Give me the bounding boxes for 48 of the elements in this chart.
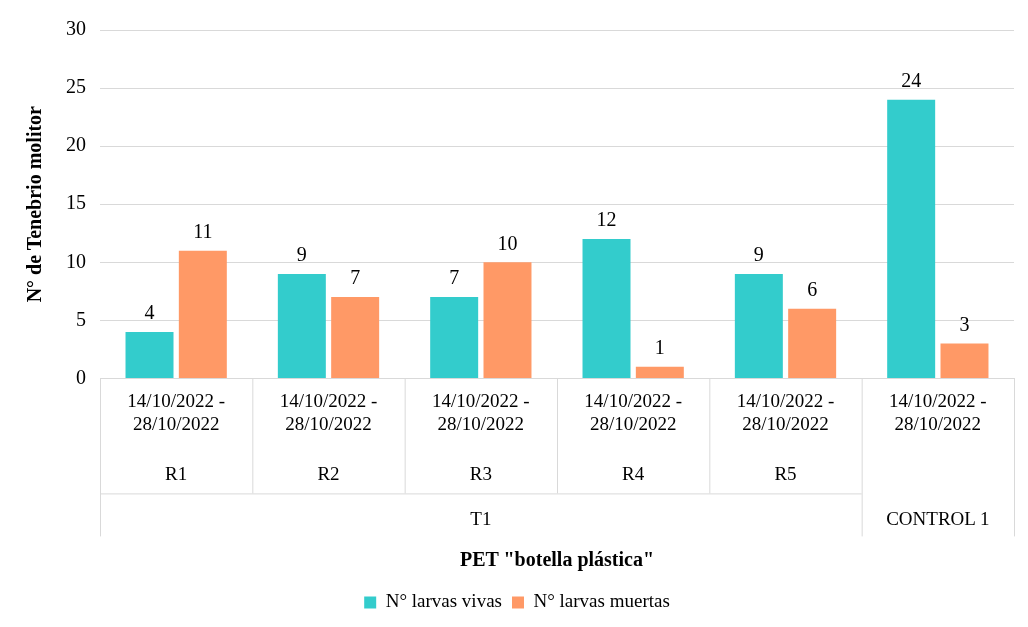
y-tick-label: 30	[66, 17, 86, 40]
data-label: 3	[959, 312, 970, 335]
bar	[277, 273, 326, 378]
bar	[125, 331, 174, 378]
x-tick-label: 14/10/2022 - 28/10/2022	[279, 389, 378, 434]
text: R1	[165, 463, 188, 485]
data-label: 9	[296, 243, 307, 266]
y-axis-title: N° de Tenebrio molitor	[23, 105, 46, 303]
y-tick-label: 0	[76, 365, 86, 388]
text: PET "botella plástica"	[459, 547, 655, 571]
text: R3	[469, 463, 492, 485]
x-tick-label: 14/10/2022 - 28/10/2022	[584, 389, 682, 434]
bar	[887, 99, 936, 378]
y-tick-label: 25	[66, 75, 86, 98]
y-tick-label: 5	[76, 307, 86, 330]
data-label: 12	[596, 208, 617, 231]
bar	[331, 297, 380, 378]
text: R2	[317, 463, 340, 485]
bar	[178, 250, 227, 378]
legend-label: N° larvas vivas	[385, 590, 502, 612]
x-tick-label: 14/10/2022 - 28/10/2022	[127, 389, 225, 434]
y-tick-label: 20	[66, 133, 86, 156]
x-tick-label: 14/10/2022 - 28/10/2022	[736, 389, 835, 434]
data-label: 6	[807, 277, 818, 300]
bar	[430, 297, 479, 378]
bar	[635, 366, 684, 378]
y-tick-label: 10	[66, 249, 86, 272]
data-label: 1	[654, 336, 665, 359]
data-label: 24	[901, 68, 922, 91]
text: T1	[470, 508, 492, 530]
data-label: 10	[497, 231, 518, 254]
text: R5	[774, 463, 797, 485]
text: CONTROL 1	[886, 508, 990, 530]
bar	[483, 262, 532, 378]
data-label: 7	[449, 266, 460, 289]
y-tick-label: 15	[66, 191, 86, 214]
x-tick-label: 14/10/2022 - 28/10/2022	[889, 389, 987, 434]
x-tick-label: 14/10/2022 - 28/10/2022	[432, 389, 530, 434]
data-label: 7	[350, 266, 361, 289]
data-label: 11	[193, 219, 213, 242]
text: R4	[622, 463, 645, 485]
bar	[940, 343, 989, 378]
bar	[788, 308, 837, 378]
bar	[582, 239, 631, 378]
bar	[734, 273, 783, 378]
data-label: 4	[144, 301, 155, 324]
data-label: 9	[753, 243, 764, 266]
legend-label: N° larvas muertas	[533, 590, 670, 612]
